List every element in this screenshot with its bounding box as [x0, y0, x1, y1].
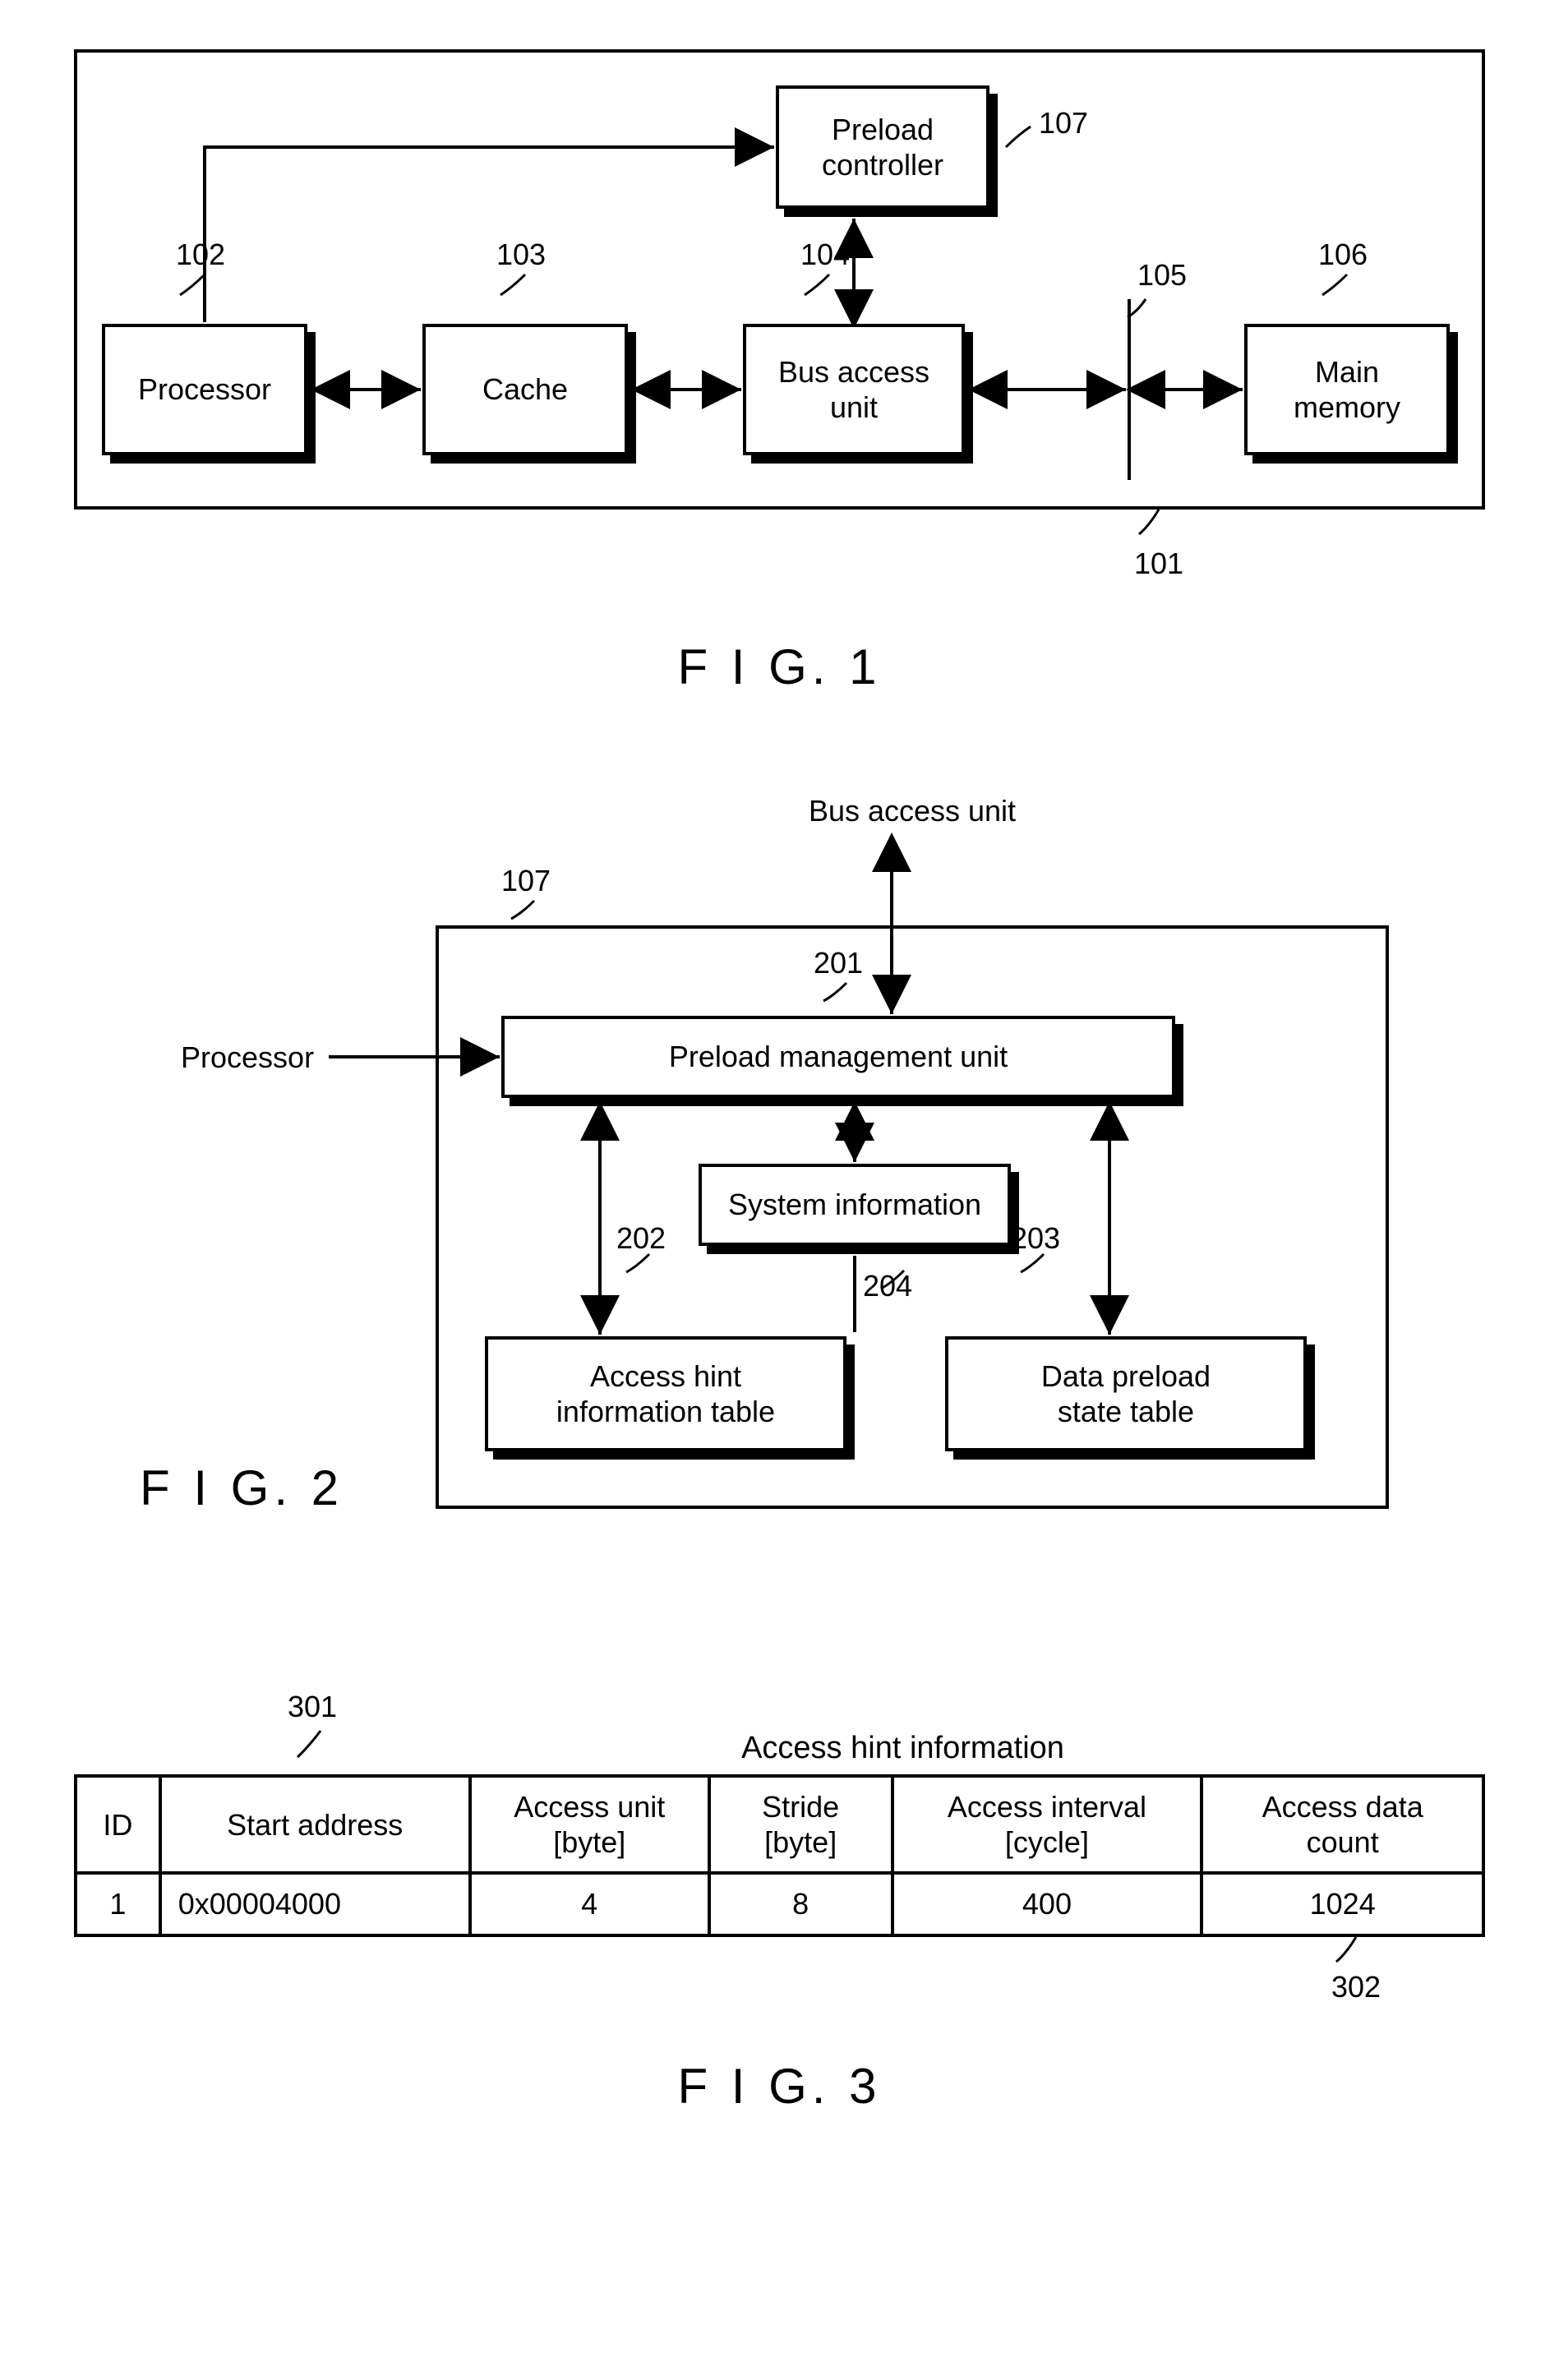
- node-sys-info: System information: [699, 1164, 1011, 1246]
- ref-106: 106: [1318, 238, 1368, 272]
- ref-202: 202: [616, 1221, 666, 1256]
- fig1-caption: F I G. 1: [74, 639, 1485, 695]
- node-label: Processor: [138, 371, 271, 407]
- node-label: System information: [728, 1187, 981, 1222]
- figure-3: 301 Access hint information ID Start add…: [74, 1731, 1485, 2115]
- node-processor: Processor: [102, 324, 307, 455]
- ref-102: 102: [176, 238, 225, 272]
- ref-201: 201: [814, 946, 863, 980]
- node-state-table: Data preload state table: [945, 1336, 1307, 1451]
- fig3-title: Access hint information: [321, 1731, 1485, 1766]
- cell-id: 1: [76, 1873, 160, 1935]
- cell-start: 0x00004000: [160, 1873, 470, 1935]
- ref-105: 105: [1137, 258, 1187, 293]
- figure-2: Bus access unit Processor 107 Preload ma…: [74, 794, 1485, 1632]
- table-header-row: ID Start address Access unit [byte] Stri…: [76, 1776, 1483, 1873]
- ref-302: 302: [1323, 1970, 1389, 2004]
- fig1-ref101-tick: [74, 510, 1485, 575]
- col-interval: Access interval [cycle]: [893, 1776, 1202, 1873]
- ext-processor: Processor: [181, 1040, 329, 1075]
- ref-104: 104: [800, 238, 850, 272]
- node-preload-controller: Preload controller: [776, 85, 989, 209]
- ref-301: 301: [288, 1690, 337, 1724]
- ref-107b: 107: [501, 864, 551, 898]
- ref-204: 204: [863, 1269, 912, 1303]
- ref-101: 101: [1126, 547, 1192, 581]
- fig3-table: ID Start address Access unit [byte] Stri…: [74, 1774, 1485, 1937]
- fig3-caption: F I G. 3: [74, 2058, 1485, 2115]
- fig1-outer: Processor Cache Bus access unit Main mem…: [74, 49, 1485, 510]
- node-label: Bus access unit: [778, 354, 929, 425]
- cell-count: 1024: [1202, 1873, 1483, 1935]
- node-label: Preload management unit: [669, 1039, 1008, 1074]
- col-stride: Stride [byte]: [709, 1776, 893, 1873]
- cell-unit: 4: [470, 1873, 709, 1935]
- node-label: Preload controller: [822, 112, 943, 182]
- node-cache: Cache: [422, 324, 628, 455]
- fig3-ref302-tick: [74, 1937, 1485, 1995]
- node-pm-unit: Preload management unit: [501, 1016, 1175, 1098]
- ref-107: 107: [1039, 106, 1088, 141]
- node-label: Main memory: [1294, 354, 1400, 425]
- node-label: Data preload state table: [1041, 1358, 1211, 1429]
- ext-bus-access-unit: Bus access unit: [789, 794, 1035, 828]
- cell-interval: 400: [893, 1873, 1202, 1935]
- figure-1: Processor Cache Bus access unit Main mem…: [74, 49, 1485, 695]
- col-id: ID: [76, 1776, 160, 1873]
- node-label: Access hint information table: [556, 1358, 775, 1429]
- node-hint-table: Access hint information table: [485, 1336, 846, 1451]
- cell-stride: 8: [709, 1873, 893, 1935]
- fig2-caption: F I G. 2: [140, 1460, 344, 1516]
- col-start: Start address: [160, 1776, 470, 1873]
- ref-203: 203: [1011, 1221, 1060, 1256]
- node-bus-access-unit: Bus access unit: [743, 324, 965, 455]
- node-main-memory: Main memory: [1244, 324, 1450, 455]
- table-row: 1 0x00004000 4 8 400 1024: [76, 1873, 1483, 1935]
- col-count: Access data count: [1202, 1776, 1483, 1873]
- ref-103: 103: [496, 238, 546, 272]
- node-label: Cache: [482, 371, 568, 407]
- col-unit: Access unit [byte]: [470, 1776, 709, 1873]
